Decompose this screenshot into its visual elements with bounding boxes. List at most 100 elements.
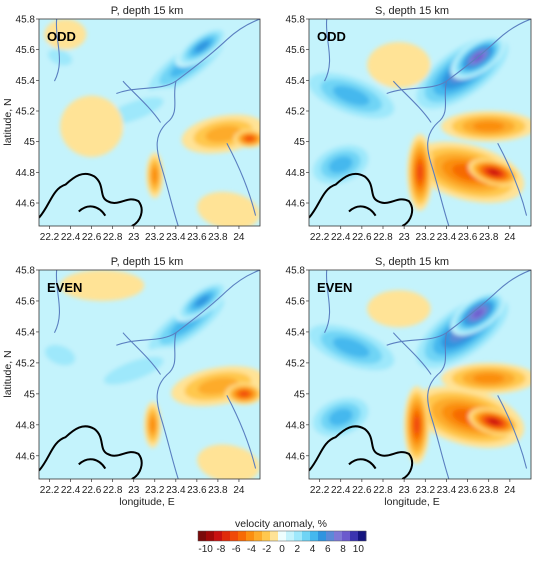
river-line bbox=[54, 270, 59, 333]
colorbar-swatch bbox=[294, 531, 303, 541]
x-axis-label: longitude, E bbox=[119, 496, 174, 508]
colorbar-tick-label: 10 bbox=[353, 544, 365, 555]
colorbar-tick-label: 4 bbox=[310, 544, 316, 555]
y-tick-label: 45.6 bbox=[286, 45, 306, 56]
x-tick-label: 23.4 bbox=[437, 485, 457, 496]
anomaly-contour bbox=[367, 290, 431, 328]
x-tick-label: 23.4 bbox=[166, 485, 186, 496]
y-tick-label: 44.8 bbox=[286, 420, 306, 431]
river-line bbox=[387, 270, 531, 345]
colorbar-swatch bbox=[198, 531, 207, 541]
subset-tag: EVEN bbox=[47, 280, 82, 295]
colorbar-swatch bbox=[278, 531, 287, 541]
anomaly-contour bbox=[489, 169, 499, 175]
y-axis-label: latitude, N bbox=[2, 350, 14, 397]
x-tick-label: 22.6 bbox=[82, 232, 102, 243]
river-line bbox=[54, 19, 59, 81]
x-tick-label: 22.4 bbox=[331, 485, 351, 496]
colorbar-frame bbox=[197, 530, 367, 542]
y-tick-label: 44.8 bbox=[286, 168, 306, 179]
panel-s-odd: S, depth 15 km ODD 22.2 22.4 22.6 22.8 23 23.2… bbox=[286, 5, 532, 243]
y-tick-label: 45.2 bbox=[286, 107, 306, 118]
colorbar-swatch bbox=[358, 531, 367, 541]
subset-tag: ODD bbox=[317, 29, 346, 44]
colorbar-swatch bbox=[270, 531, 279, 541]
river-line bbox=[227, 143, 256, 215]
x-tick-label: 23 bbox=[399, 485, 411, 496]
anomaly-contour bbox=[245, 136, 254, 141]
river-line bbox=[157, 333, 178, 479]
x-tick-label: 23.8 bbox=[479, 485, 499, 496]
plot-area bbox=[309, 19, 531, 226]
y-tick-label: 44.6 bbox=[286, 199, 306, 210]
panel-s-even: S, depth 15 km longitude, E EVEN 22.2 22.4… bbox=[286, 256, 532, 508]
x-tick-label: 22.8 bbox=[373, 232, 393, 243]
colorbar-label: velocity anomaly, % bbox=[235, 518, 327, 530]
anomaly-contour bbox=[239, 391, 249, 397]
colorbar: velocity anomaly, % -10 -8 -6 -4 -2 0 2 4 6 8 10 bbox=[197, 518, 367, 555]
colorbar-tick-label: -10 bbox=[198, 544, 213, 555]
anomaly-contour bbox=[60, 270, 145, 301]
plot-area bbox=[39, 270, 260, 479]
y-axis-label: latitude, N bbox=[2, 98, 14, 145]
colorbar-swatch bbox=[326, 531, 335, 541]
river-line bbox=[428, 81, 449, 226]
colorbar-swatch bbox=[238, 531, 247, 541]
anomaly-contour bbox=[194, 40, 210, 53]
x-tick-label: 23.2 bbox=[416, 232, 436, 243]
x-tick-label: 22.6 bbox=[82, 485, 102, 496]
y-tick-label: 45.8 bbox=[286, 266, 306, 277]
plot-frame bbox=[308, 18, 532, 227]
x-tick-label: 22.2 bbox=[310, 232, 330, 243]
x-tick-label: 22.8 bbox=[103, 485, 123, 496]
anomaly-contour bbox=[473, 309, 483, 318]
anomaly-contour bbox=[44, 344, 76, 366]
x-tick-label: 23.4 bbox=[437, 232, 457, 243]
y-tick-label: 45.6 bbox=[286, 296, 306, 307]
colorbar-swatch bbox=[302, 531, 311, 541]
anomaly-contour bbox=[205, 125, 241, 143]
anomaly-contour bbox=[472, 121, 505, 132]
x-tick-label: 23.2 bbox=[145, 232, 165, 243]
subset-tag: ODD bbox=[47, 29, 76, 44]
y-tick-label: 45.2 bbox=[16, 107, 36, 118]
river-line bbox=[498, 143, 527, 215]
x-tick-label: 23 bbox=[128, 485, 140, 496]
plot-frame bbox=[308, 269, 532, 480]
plot-area bbox=[309, 270, 531, 479]
river-line bbox=[393, 333, 431, 375]
colorbar-swatch bbox=[286, 531, 295, 541]
x-tick-label: 24 bbox=[504, 232, 516, 243]
anomaly-contour bbox=[332, 337, 370, 358]
colorbar-swatch bbox=[230, 531, 239, 541]
colorbar-swatch bbox=[246, 531, 255, 541]
colorbar-swatch bbox=[342, 531, 351, 541]
y-tick-label: 44.6 bbox=[16, 199, 36, 210]
state-border bbox=[309, 174, 412, 226]
anomaly-contour bbox=[149, 417, 156, 433]
anomaly-contour bbox=[194, 295, 210, 307]
anomaly-contour bbox=[197, 444, 260, 479]
y-tick-label: 44.8 bbox=[16, 420, 36, 431]
colorbar-swatch bbox=[310, 531, 319, 541]
colorbar-tick-label: -8 bbox=[216, 544, 225, 555]
colorbar-swatch bbox=[350, 531, 359, 541]
x-tick-label: 23.2 bbox=[145, 485, 165, 496]
y-tick-label: 44.8 bbox=[16, 168, 36, 179]
x-axis-label: longitude, E bbox=[384, 496, 439, 508]
panel-title: P, depth 15 km bbox=[111, 256, 184, 268]
x-tick-label: 23.8 bbox=[208, 485, 228, 496]
y-tick-label: 45.4 bbox=[16, 327, 36, 338]
panel-title: S, depth 15 km bbox=[375, 256, 449, 268]
x-tick-label: 24 bbox=[233, 485, 245, 496]
anomaly-contour bbox=[44, 19, 87, 50]
y-tick-label: 45.4 bbox=[286, 327, 306, 338]
panel-title: P, depth 15 km bbox=[111, 5, 184, 17]
river-line bbox=[393, 81, 431, 122]
subset-tag: EVEN bbox=[317, 280, 352, 295]
x-tick-label: 23 bbox=[399, 232, 411, 243]
x-tick-label: 22.8 bbox=[103, 232, 123, 243]
anomaly-contour bbox=[60, 95, 124, 157]
x-tick-label: 22.4 bbox=[61, 485, 81, 496]
